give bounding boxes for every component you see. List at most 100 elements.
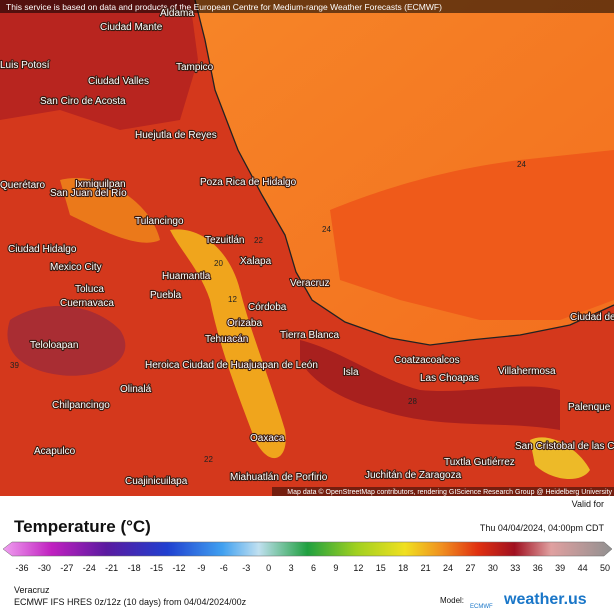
city-label: Heroica Ciudad de Huajuapan de León <box>145 360 318 371</box>
scale-tick-label: 6 <box>311 563 316 573</box>
scale-ticks: -36 -30 -27 -24 -21 -18 -15 -12 -9 -6 -3 0 3 6 9 12 15 18… <box>15 563 610 573</box>
city-label: Toluca <box>75 284 104 295</box>
city-label: Oaxaca <box>250 433 285 444</box>
city-label: Huamantla <box>162 271 211 282</box>
scale-tick-label: 12 <box>353 563 363 573</box>
land-hot <box>300 340 560 430</box>
isotherm-label: 22 <box>204 455 213 464</box>
city-label: Tulancingo <box>135 216 184 227</box>
location: Veracruz <box>14 585 50 595</box>
coastline <box>194 0 614 346</box>
city-label: Tezuitlán <box>205 235 244 246</box>
scale-tick-label: 30 <box>488 563 498 573</box>
city-label: Teloloapan <box>30 340 78 351</box>
city-label: Huejutla de Reyes <box>135 130 217 141</box>
isotherm-label: 20 <box>214 259 223 268</box>
mild-area <box>60 178 160 243</box>
scale-tick-label: -9 <box>197 563 205 573</box>
city-label: Cuajinicuilapa <box>125 476 188 487</box>
scale-tick-label: -21 <box>105 563 118 573</box>
scale-tick-label: 9 <box>333 563 338 573</box>
scale-tick-label: -27 <box>60 563 73 573</box>
city-label: San Juan del Río <box>50 188 127 199</box>
city-label: San Cristobal de las Casas <box>515 441 614 452</box>
city-label: Orizaba <box>227 318 262 329</box>
city-label: Coatzacoalcos <box>394 355 460 366</box>
color-scale <box>2 541 613 557</box>
city-label: Ciudad Hidalgo <box>8 244 77 255</box>
isotherm-label: 24 <box>517 160 526 169</box>
scale-tick-label: -36 <box>15 563 28 573</box>
city-label: San Ciro de Acosta <box>40 96 126 107</box>
city-label: Puebla <box>150 290 182 301</box>
scale-tick-label: 0 <box>266 563 271 573</box>
city-label: Mexico City <box>50 262 102 273</box>
city-label: Tehuacán <box>205 334 248 345</box>
model-label: Model: <box>440 596 464 605</box>
city-label: Ciudad Mante <box>100 22 163 33</box>
city-label: Ixmiquilpan <box>75 179 126 190</box>
scale-tick-label: 27 <box>465 563 475 573</box>
city-label: Luis Potosí <box>0 60 50 71</box>
scale-tick-label: 36 <box>533 563 543 573</box>
isotherm-label: 28 <box>408 397 417 406</box>
site-logo: weather.us <box>503 591 587 608</box>
scale-tick-label: -3 <box>242 563 250 573</box>
city-label: Xalapa <box>240 256 272 267</box>
scale-tick-label: 15 <box>376 563 386 573</box>
valid-label: Valid for <box>572 499 604 509</box>
scale-tick-label: 39 <box>555 563 565 573</box>
attribution-bg <box>272 487 614 496</box>
isotherm-label: 24 <box>322 225 331 234</box>
model-name: ECMWF <box>470 604 493 610</box>
city-label: Ciudad del Carmen <box>570 312 614 323</box>
city-label: Tuxtla Gutiérrez <box>444 457 515 468</box>
scale-tick-label: 33 <box>510 563 520 573</box>
isotherm-label: 39 <box>10 361 19 370</box>
scale-tick-label: 50 <box>600 563 610 573</box>
city-label: Tierra Blanca <box>280 330 340 341</box>
city-label: Córdoba <box>248 302 287 313</box>
legend: Temperature (°C) Valid for Thu 04/04/202… <box>2 499 613 610</box>
isotherm-label: 22 <box>254 236 263 245</box>
city-label: Palenque <box>568 402 611 413</box>
city-label: Juchitán de Zaragoza <box>365 470 462 481</box>
scale-tick-label: 21 <box>421 563 431 573</box>
scale-tick-label: -6 <box>220 563 228 573</box>
land-hot <box>0 0 198 130</box>
map: This service is based on data and produc… <box>0 0 614 496</box>
scale-tick-label: -18 <box>128 563 141 573</box>
city-label: Cuernavaca <box>60 298 114 309</box>
banner-bg <box>0 0 614 13</box>
city-label: Veracruz <box>290 278 329 289</box>
cool-highlands <box>530 437 590 480</box>
city-label: Miahuatlán de Porfirio <box>230 472 328 483</box>
warm-sea <box>330 150 614 320</box>
city-label: Tampico <box>176 62 214 73</box>
scale-tick-label: 24 <box>443 563 453 573</box>
legend-title: Temperature (°C) <box>14 517 151 536</box>
city-label: Poza Rica de Hidalgo <box>200 177 297 188</box>
city-label: Olinalá <box>120 384 152 395</box>
valid-time: Thu 04/04/2024, 04:00pm CDT <box>480 523 605 533</box>
cool-highlands <box>170 229 286 459</box>
city-label: Villahermosa <box>498 366 556 377</box>
isotherm-label: 12 <box>228 295 237 304</box>
attribution: Map data © OpenStreetMap contributors, r… <box>287 488 612 496</box>
scale-tick-label: 18 <box>398 563 408 573</box>
scale-tick-label: 3 <box>289 563 294 573</box>
city-label: Querétaro <box>0 180 45 191</box>
city-label: Ciudad Valles <box>88 76 149 87</box>
city-label: Las Choapas <box>420 373 479 384</box>
scale-tick-label: -12 <box>172 563 185 573</box>
land-hot <box>7 306 126 376</box>
banner-notice: This service is based on data and produc… <box>6 2 442 12</box>
scale-tick-label: -15 <box>150 563 163 573</box>
scale-tick-label: -30 <box>38 563 51 573</box>
city-label: Acapulco <box>34 446 76 457</box>
city-label: Isla <box>343 367 359 378</box>
model-run: ECMWF IFS HRES 0z/12z (10 days) from 04/… <box>14 597 247 607</box>
city-label: Chilpancingo <box>52 400 110 411</box>
city-label: Aldama <box>160 8 194 19</box>
